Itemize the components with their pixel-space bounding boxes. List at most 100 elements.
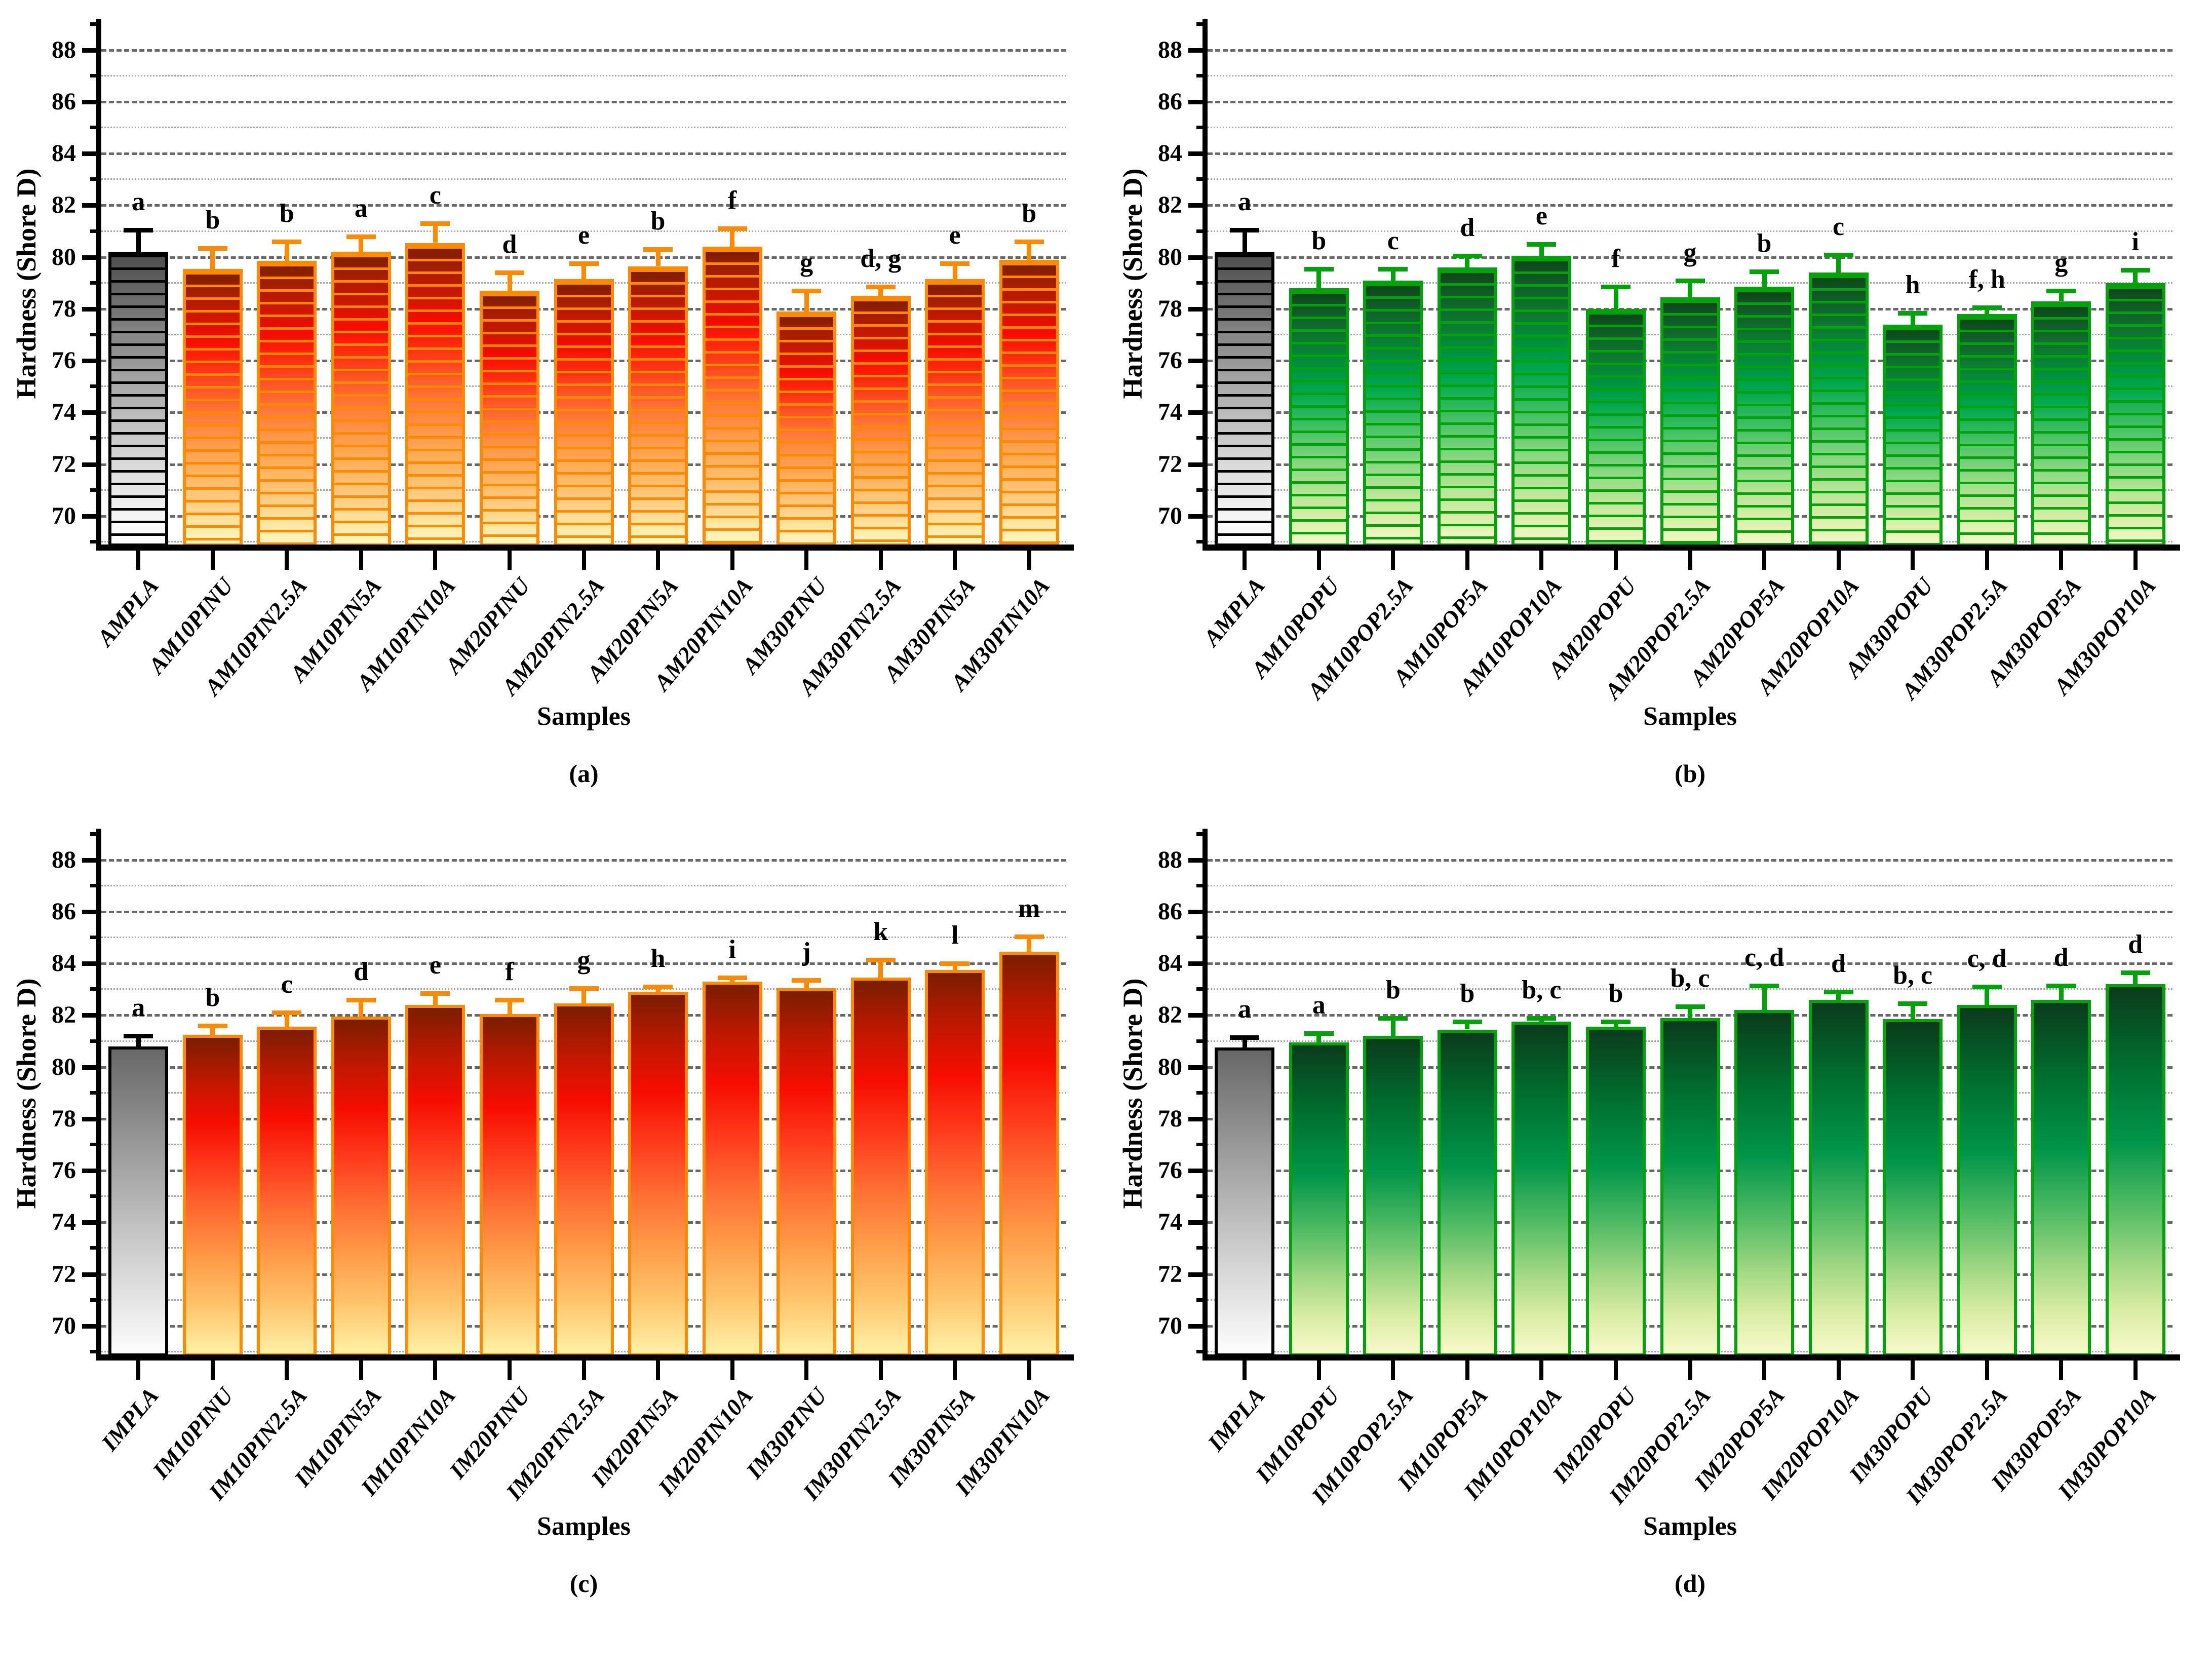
error-bar xyxy=(433,223,438,243)
gridline-minor xyxy=(1208,127,2172,128)
error-bar xyxy=(1910,313,1915,325)
bar-IM10POP5A xyxy=(1437,1029,1497,1356)
error-bar xyxy=(1390,268,1395,281)
error-bar xyxy=(1762,985,1767,1011)
gridline-minor xyxy=(101,884,1066,886)
y-major-tick xyxy=(1188,306,1208,312)
error-bar xyxy=(1027,241,1032,260)
x-tick xyxy=(1836,1361,1841,1380)
y-major-tick xyxy=(1188,359,1208,364)
bar-AM30PIN2.5A xyxy=(850,296,911,547)
gridline-major xyxy=(101,256,1066,259)
y-tick-label: 72 xyxy=(1158,1260,1182,1288)
y-minor-tick xyxy=(90,936,101,939)
bar-AM10POP5A xyxy=(1437,267,1497,547)
y-tick-label: 76 xyxy=(52,347,76,374)
panel-b: 70 72 74 76 78 80 82 84 86 88 a AMPLA b AM10POPU c AM10… xyxy=(1106,0,2212,810)
bar-AM20POP10A xyxy=(1808,273,1869,547)
gridline-major xyxy=(1208,910,2172,913)
gridline-major xyxy=(101,962,1066,965)
bar-AMPLA xyxy=(108,252,169,547)
error-bar-cap xyxy=(792,978,822,983)
x-tick xyxy=(359,551,363,570)
x-axis-line xyxy=(1202,545,2180,551)
y-tick-label: 88 xyxy=(1158,846,1182,873)
y-major-tick xyxy=(1188,462,1208,467)
x-tick xyxy=(1762,551,1766,570)
y-major-tick xyxy=(82,255,101,260)
error-bar-cap xyxy=(1601,285,1631,290)
bar-IM30PIN10A xyxy=(999,952,1059,1356)
y-minor-tick xyxy=(90,177,101,181)
significance-letter: m xyxy=(1018,893,1040,923)
error-bar xyxy=(1613,1022,1618,1027)
error-bar-cap xyxy=(1452,1020,1482,1025)
y-tick-label: 70 xyxy=(52,502,76,529)
y-minor-tick xyxy=(90,281,101,285)
error-bar xyxy=(1836,992,1841,1000)
x-tick xyxy=(953,1361,957,1380)
x-tick xyxy=(433,551,438,570)
gridline-minor xyxy=(1208,884,2172,886)
y-major-tick xyxy=(1188,255,1208,260)
x-tick xyxy=(1614,551,1618,570)
y-tick-label: 76 xyxy=(52,1157,76,1184)
x-tick xyxy=(2059,1361,2064,1380)
error-bar xyxy=(1027,936,1032,952)
y-major-tick xyxy=(1188,514,1208,519)
panel-a: 70 72 74 76 78 80 82 84 86 88 a AMPLA b AM10PINU b AM10… xyxy=(0,0,1106,810)
y-minor-tick xyxy=(90,1143,101,1146)
y-tick-label: 84 xyxy=(1158,140,1182,167)
error-bar xyxy=(581,263,586,280)
significance-letter: b xyxy=(1311,226,1327,255)
y-major-tick xyxy=(1188,151,1208,157)
error-bar xyxy=(1316,1033,1322,1043)
bar-IM30PINU xyxy=(777,988,837,1356)
error-bar-cap xyxy=(1675,278,1705,283)
y-major-tick xyxy=(1188,1220,1208,1225)
x-tick xyxy=(1243,1361,1247,1380)
y-major-tick xyxy=(1188,1324,1208,1329)
bar-AM10PIN5A xyxy=(331,252,391,547)
gridline-major xyxy=(1208,152,2172,156)
error-bar-cap xyxy=(124,1034,153,1039)
x-tick xyxy=(1465,551,1469,570)
bar-AM30POP5A xyxy=(2031,301,2091,547)
error-bar-cap xyxy=(1527,242,1557,247)
error-bar-cap xyxy=(2046,289,2076,294)
x-tick xyxy=(1614,1361,1618,1380)
y-tick-label: 78 xyxy=(1158,1105,1182,1132)
x-tick xyxy=(1985,551,1989,570)
error-bar xyxy=(1762,271,1767,287)
x-tick xyxy=(1911,1361,1915,1380)
x-tick xyxy=(1836,551,1841,570)
y-minor-tick xyxy=(1196,1091,1208,1095)
significance-letter: b xyxy=(205,205,220,235)
y-minor-tick xyxy=(1196,1194,1208,1198)
error-bar xyxy=(1836,254,1841,273)
error-bar xyxy=(433,993,438,1005)
panel-caption: (a) xyxy=(569,759,599,788)
y-axis-line xyxy=(1202,19,1208,551)
panel-caption: (c) xyxy=(569,1569,598,1598)
y-tick-label: 74 xyxy=(1158,399,1182,426)
significance-letter: e xyxy=(577,221,590,250)
y-tick-label: 82 xyxy=(52,191,76,219)
gridline-major xyxy=(101,859,1066,862)
x-tick xyxy=(656,551,660,570)
error-bar-cap xyxy=(420,221,450,226)
significance-letter: b xyxy=(1757,228,1772,258)
y-major-tick xyxy=(82,514,101,519)
error-bar xyxy=(1465,256,1470,267)
error-bar xyxy=(1242,229,1247,252)
x-tick xyxy=(136,1361,141,1380)
error-bar xyxy=(507,999,512,1014)
x-tick xyxy=(1391,1361,1395,1380)
y-major-tick xyxy=(82,961,101,966)
significance-letter: c xyxy=(1833,212,1845,241)
significance-letter: b xyxy=(650,207,666,236)
significance-letter: b xyxy=(1385,975,1401,1004)
x-axis-title: Samples xyxy=(537,1512,631,1541)
significance-letter: d xyxy=(354,957,369,986)
error-bar-cap xyxy=(1972,305,2002,310)
